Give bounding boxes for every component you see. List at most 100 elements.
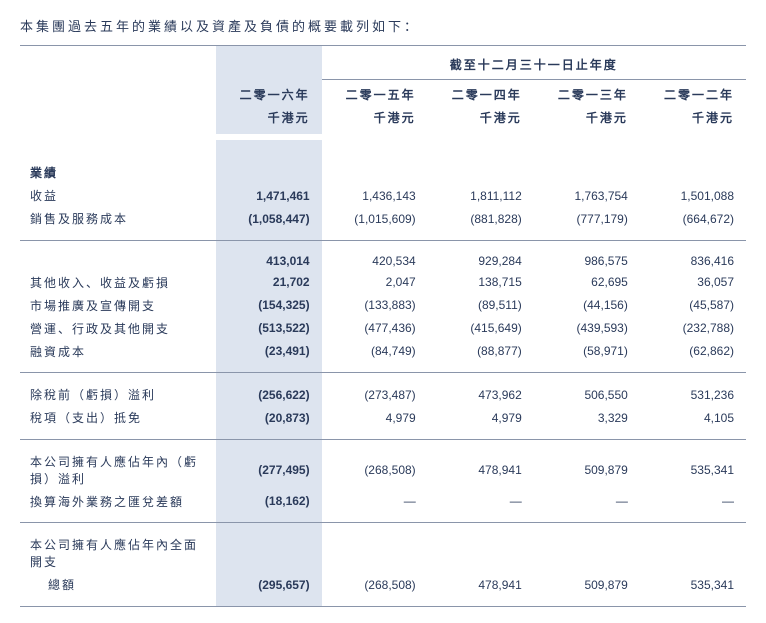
- row-label: 銷售及服務成本: [20, 207, 216, 230]
- table-row: 本公司擁有人應佔年內（虧損）溢利(277,495)(268,508)478,94…: [20, 450, 746, 490]
- col-year-2014: 二零一四年: [428, 80, 534, 107]
- cell-value: 986,575: [534, 251, 640, 271]
- cell-value: (415,649): [428, 317, 534, 340]
- cell-value: (62,862): [640, 340, 746, 363]
- cell-value: 535,341: [640, 573, 746, 596]
- cell-value: (133,883): [322, 294, 428, 317]
- cell-value: [216, 533, 322, 573]
- cell-value: 473,962: [428, 383, 534, 406]
- cell-value: 1,501,088: [640, 184, 746, 207]
- table-header: 截至十二月三十一日止年度 二零一六年 二零一五年 二零一四年 二零一三年 二零一…: [20, 46, 746, 140]
- col-unit-2016: 千港元: [216, 106, 322, 134]
- cell-value: —: [534, 490, 640, 513]
- cell-value: 1,436,143: [322, 184, 428, 207]
- cell-value: (664,672): [640, 207, 746, 230]
- section-title-row: 業績: [20, 150, 746, 184]
- cell-value: [640, 533, 746, 573]
- cell-value: 62,695: [534, 271, 640, 294]
- table-row: 換算海外業務之匯兌差額(18,162)————: [20, 490, 746, 513]
- table-row: 本公司擁有人應佔年內全面開支: [20, 533, 746, 573]
- cell-value: 36,057: [640, 271, 746, 294]
- cell-value: (295,657): [216, 573, 322, 596]
- col-year-2012: 二零一二年: [640, 80, 746, 107]
- cell-value: 836,416: [640, 251, 746, 271]
- row-label: 總額: [20, 573, 216, 596]
- cell-value: 4,979: [428, 406, 534, 429]
- table-row: 收益1,471,4611,436,1431,811,1121,763,7541,…: [20, 184, 746, 207]
- row-label: 除稅前（虧損）溢利: [20, 383, 216, 406]
- cell-value: 1,811,112: [428, 184, 534, 207]
- cell-value: [322, 533, 428, 573]
- cell-value: 929,284: [428, 251, 534, 271]
- cell-value: (154,325): [216, 294, 322, 317]
- cell-value: (477,436): [322, 317, 428, 340]
- cell-value: (1,058,447): [216, 207, 322, 230]
- col-unit-2013: 千港元: [534, 106, 640, 134]
- row-label: 收益: [20, 184, 216, 207]
- intro-text: 本集團過去五年的業績以及資產及負債的概要載列如下：: [20, 16, 746, 35]
- col-year-2013: 二零一三年: [534, 80, 640, 107]
- table-row: 銷售及服務成本(1,058,447)(1,015,609)(881,828)(7…: [20, 207, 746, 230]
- cell-value: (88,877): [428, 340, 534, 363]
- row-label: 其他收入、收益及虧損: [20, 271, 216, 294]
- col-unit-2012: 千港元: [640, 106, 746, 134]
- table-row: 除稅前（虧損）溢利(256,622)(273,487)473,962506,55…: [20, 383, 746, 406]
- cell-value: (89,511): [428, 294, 534, 317]
- cell-value: (1,015,609): [322, 207, 428, 230]
- cell-value: 413,014: [216, 251, 322, 271]
- cell-value: 4,979: [322, 406, 428, 429]
- table-row: 營運、行政及其他開支(513,522)(477,436)(415,649)(43…: [20, 317, 746, 340]
- cell-value: —: [428, 490, 534, 513]
- table-row: 其他收入、收益及虧損21,7022,047138,71562,69536,057: [20, 271, 746, 294]
- row-label: 融資成本: [20, 340, 216, 363]
- cell-value: (20,873): [216, 406, 322, 429]
- cell-value: [428, 533, 534, 573]
- row-label: 市場推廣及宣傳開支: [20, 294, 216, 317]
- cell-value: [534, 533, 640, 573]
- table-row: 稅項（支出）抵免(20,873)4,9794,9793,3294,105: [20, 406, 746, 429]
- col-year-2016: 二零一六年: [216, 80, 322, 107]
- cell-value: 1,763,754: [534, 184, 640, 207]
- table-row: 總額(295,657)(268,508)478,941509,879535,34…: [20, 573, 746, 596]
- cell-value: 506,550: [534, 383, 640, 406]
- cell-value: —: [640, 490, 746, 513]
- financial-table-container: 截至十二月三十一日止年度 二零一六年 二零一五年 二零一四年 二零一三年 二零一…: [20, 45, 746, 607]
- cell-value: 509,879: [534, 573, 640, 596]
- cell-value: 138,715: [428, 271, 534, 294]
- table-row: 融資成本(23,491)(84,749)(88,877)(58,971)(62,…: [20, 340, 746, 363]
- cell-value: 531,236: [640, 383, 746, 406]
- row-label: 稅項（支出）抵免: [20, 406, 216, 429]
- cell-value: (777,179): [534, 207, 640, 230]
- section-title: 業績: [20, 150, 216, 184]
- row-label: 營運、行政及其他開支: [20, 317, 216, 340]
- cell-value: 478,941: [428, 450, 534, 490]
- cell-value: (84,749): [322, 340, 428, 363]
- cell-value: (268,508): [322, 573, 428, 596]
- cell-value: 21,702: [216, 271, 322, 294]
- row-label: 換算海外業務之匯兌差額: [20, 490, 216, 513]
- super-header: 截至十二月三十一日止年度: [322, 46, 746, 80]
- cell-value: 2,047: [322, 271, 428, 294]
- cell-value: (58,971): [534, 340, 640, 363]
- col-unit-2014: 千港元: [428, 106, 534, 134]
- financial-table: 截至十二月三十一日止年度 二零一六年 二零一五年 二零一四年 二零一三年 二零一…: [20, 46, 746, 606]
- cell-value: (23,491): [216, 340, 322, 363]
- cell-value: 4,105: [640, 406, 746, 429]
- cell-value: (45,587): [640, 294, 746, 317]
- cell-value: (439,593): [534, 317, 640, 340]
- table-row: 市場推廣及宣傳開支(154,325)(133,883)(89,511)(44,1…: [20, 294, 746, 317]
- cell-value: (513,522): [216, 317, 322, 340]
- table-row: 413,014420,534929,284986,575836,416: [20, 251, 746, 271]
- cell-value: (44,156): [534, 294, 640, 317]
- row-label: 本公司擁有人應佔年內全面開支: [20, 533, 216, 573]
- cell-value: (18,162): [216, 490, 322, 513]
- cell-value: 420,534: [322, 251, 428, 271]
- cell-value: (277,495): [216, 450, 322, 490]
- col-year-2015: 二零一五年: [322, 80, 428, 107]
- row-label: [20, 251, 216, 271]
- cell-value: 1,471,461: [216, 184, 322, 207]
- cell-value: (881,828): [428, 207, 534, 230]
- cell-value: 478,941: [428, 573, 534, 596]
- cell-value: —: [322, 490, 428, 513]
- table-body: 業績收益1,471,4611,436,1431,811,1121,763,754…: [20, 140, 746, 606]
